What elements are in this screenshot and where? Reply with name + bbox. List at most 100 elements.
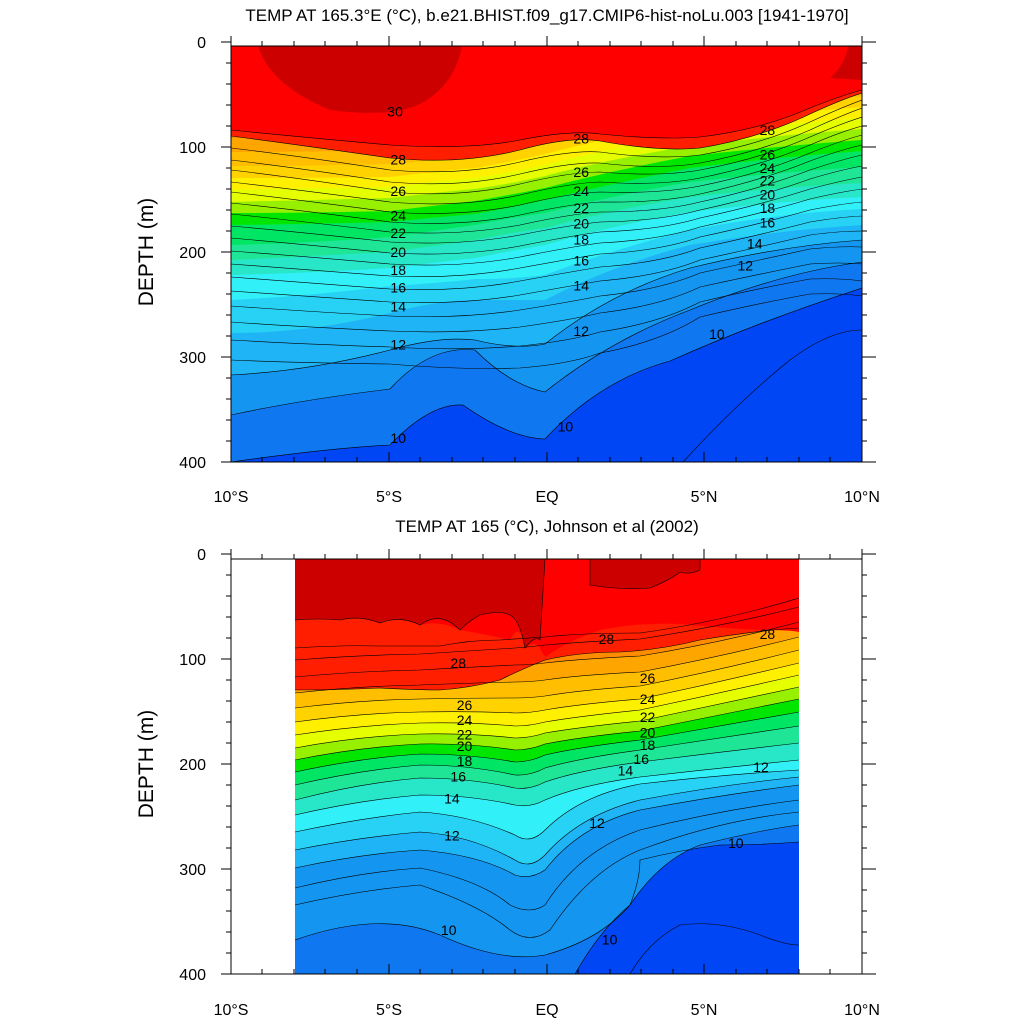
contour-label: 26: [573, 164, 589, 180]
isotherm-28: [295, 627, 799, 691]
y-tick-label: 300: [179, 862, 206, 879]
contour-label: 18: [457, 753, 473, 769]
y-tick-labels: 0 100 200 300 400: [179, 547, 206, 984]
contour-label: 20: [573, 216, 589, 232]
isotherm-16: [231, 230, 862, 303]
isotherm-lines: [295, 559, 799, 974]
contour-label: 26: [390, 183, 406, 199]
contour-label: 26: [760, 146, 776, 162]
x-tick-label: 5°S: [376, 489, 402, 506]
isotherm-18: [231, 201, 862, 277]
contour-label: 16: [633, 751, 649, 767]
contour-label: 12: [738, 258, 754, 274]
isotherm-10: [231, 287, 862, 462]
contour-label: 24: [760, 160, 776, 176]
y-axis-label: DEPTH (m): [135, 710, 158, 819]
contour-label: 18: [573, 231, 589, 247]
x-tick-label: 10°S: [214, 1002, 249, 1019]
x-tick-marks: [230, 549, 863, 974]
isotherm-18: [295, 742, 799, 801]
contour-label: 12: [589, 815, 605, 831]
y-tick-marks: [221, 553, 876, 975]
contour-label: 28: [390, 152, 406, 168]
contour-label: 10: [602, 931, 618, 947]
contour-label: 16: [760, 215, 776, 231]
contour-label: 14: [390, 299, 406, 315]
isotherm-16: [295, 769, 799, 840]
contour-label: 20: [640, 725, 656, 741]
contour-label: 10: [441, 922, 457, 938]
isotherm-9: [682, 329, 862, 462]
contour-label: 28: [760, 122, 776, 138]
contour-label: 16: [450, 769, 466, 785]
contour-label: 28: [760, 626, 776, 642]
contour-label: 20: [457, 738, 473, 754]
isotherm-12: [295, 811, 799, 938]
contour-label: 20: [760, 186, 776, 202]
isotherm-29: [295, 597, 799, 649]
x-tick-label: 10°N: [844, 489, 880, 506]
isotherm-14: [295, 784, 799, 877]
contour-labels: 3028282826262624242422222220202018181816…: [387, 103, 775, 446]
y-tick-marks: [221, 41, 876, 463]
contour-label: 28: [573, 131, 589, 147]
contour-label: 18: [390, 262, 406, 278]
x-tick-label: EQ: [535, 1002, 558, 1019]
isotherm-lines: [231, 89, 862, 462]
y-tick-label: 400: [179, 455, 206, 472]
contour-label: 24: [573, 183, 589, 199]
axes-frame: [221, 36, 876, 463]
contour-label: 20: [390, 244, 406, 260]
contour-label: 12: [753, 759, 769, 775]
contour-label: 22: [457, 727, 473, 743]
y-axis-label: DEPTH (m): [135, 198, 158, 307]
contour-label: 10: [728, 835, 744, 851]
isotherm-22: [231, 154, 862, 234]
contour-label: 18: [760, 200, 776, 216]
contour-label: 24: [457, 712, 473, 728]
contour-label: 16: [573, 252, 589, 268]
isotherm-20: [231, 176, 862, 255]
isotherm-27: [295, 606, 799, 661]
contour-label: 14: [444, 791, 460, 807]
contour-label: 26: [457, 697, 473, 713]
isotherm-9: [629, 923, 799, 974]
x-tick-label: EQ: [535, 489, 558, 506]
contour-label: 28: [450, 655, 466, 671]
y-tick-label: 200: [179, 245, 206, 262]
x-tick-labels: 10°S 5°S EQ 5°N 10°N: [214, 489, 880, 506]
panel-title: TEMP AT 165.3°E (°C), b.e21.BHIST.f09_g1…: [245, 6, 848, 25]
x-tick-label: 5°N: [691, 1002, 718, 1019]
isotherm-20: [295, 711, 799, 773]
panel-title: TEMP AT 165 (°C), Johnson et al (2002): [395, 517, 699, 536]
axes-frame: [221, 549, 876, 975]
contour-label: 28: [599, 631, 615, 647]
y-tick-label: 300: [179, 350, 206, 367]
isotherm-24: [295, 662, 799, 723]
isotherm-22: [295, 686, 799, 749]
contour-label: 14: [618, 762, 634, 778]
contour-label: 22: [390, 225, 406, 241]
isotherm-29: [231, 89, 862, 147]
x-tick-label: 10°S: [214, 489, 249, 506]
y-tick-label: 0: [197, 35, 206, 52]
y-tick-label: 100: [179, 652, 206, 669]
y-tick-labels: 0 100 200 300 400: [179, 35, 206, 472]
isotherm-14: [231, 262, 862, 333]
y-tick-label: 0: [197, 547, 206, 564]
contour-label: 16: [390, 280, 406, 296]
contour-label: 24: [640, 691, 656, 707]
contour-label: 10: [558, 418, 574, 434]
x-tick-label: 10°N: [844, 1002, 880, 1019]
contour-label: 26: [640, 670, 656, 686]
contour-label: 22: [760, 173, 776, 189]
isotherm-26: [295, 636, 799, 694]
contour-label: 18: [640, 737, 656, 753]
isotherm-28: [231, 92, 862, 161]
